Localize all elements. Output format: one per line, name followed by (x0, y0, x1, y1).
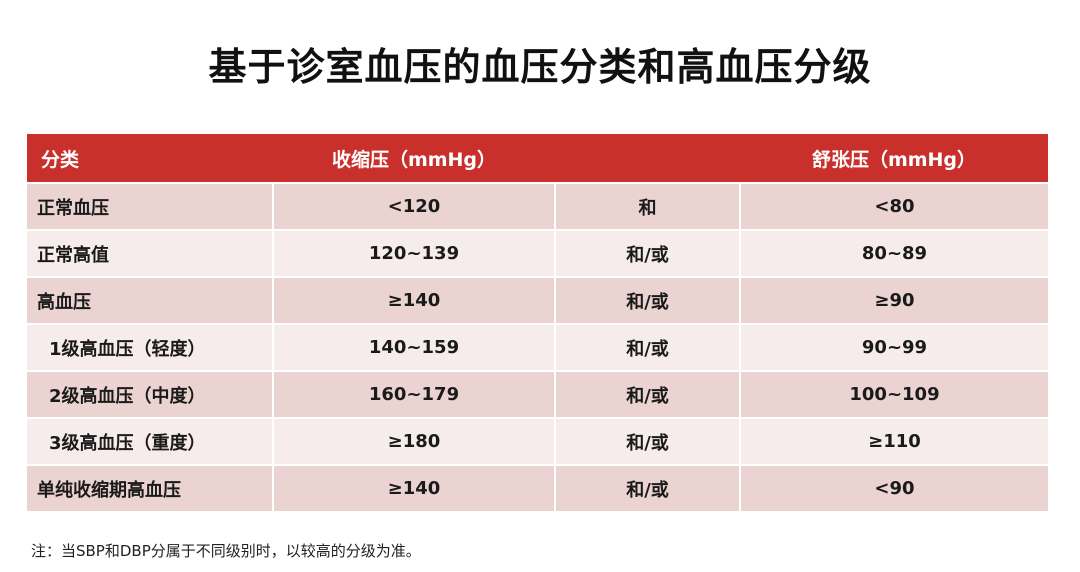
bp-classification-table: 分类 收缩压（mmHg） 舒张压（mmHg） 正常血压 <120 和 <80 正… (27, 134, 1048, 511)
header-row: 分类 收缩压（mmHg） 舒张压（mmHg） (27, 134, 1048, 183)
row-systolic: ≥140 (273, 464, 556, 511)
row-connector: 和/或 (555, 370, 741, 418)
header-connector (555, 134, 740, 183)
row-diastolic: ≥90 (740, 276, 1048, 324)
row-category: 2级高血压（中度） (27, 370, 274, 418)
table-row: 3级高血压（重度） ≥180 和/或 ≥110 (27, 417, 1048, 465)
table-body: 正常血压 <120 和 <80 正常高值 120~139 和/或 80~89 高… (27, 182, 1048, 511)
row-diastolic: <90 (740, 464, 1048, 511)
row-diastolic: 100~109 (740, 370, 1048, 418)
table-row: 单纯收缩期高血压 ≥140 和/或 <90 (27, 464, 1048, 511)
row-systolic: ≥140 (273, 276, 556, 324)
table-header: 分类 收缩压（mmHg） 舒张压（mmHg） (27, 134, 1048, 183)
row-category: 正常高值 (27, 229, 274, 277)
header-category: 分类 (27, 134, 273, 183)
row-category: 正常血压 (27, 182, 274, 230)
table-row: 正常高值 120~139 和/或 80~89 (27, 229, 1048, 277)
page-title: 基于诊室血压的血压分类和高血压分级 (208, 45, 872, 89)
table-row: 2级高血压（中度） 160~179 和/或 100~109 (27, 370, 1048, 418)
row-systolic: ≥180 (273, 417, 556, 465)
row-connector: 和/或 (555, 464, 741, 511)
row-connector: 和/或 (555, 276, 741, 324)
table-row: 正常血压 <120 和 <80 (27, 182, 1048, 230)
row-category: 3级高血压（重度） (27, 417, 274, 465)
row-connector: 和/或 (555, 323, 741, 371)
row-diastolic: 90~99 (740, 323, 1048, 371)
row-category: 单纯收缩期高血压 (27, 464, 274, 511)
row-diastolic: <80 (740, 182, 1048, 230)
row-diastolic: 80~89 (740, 229, 1048, 277)
row-systolic: <120 (273, 182, 556, 230)
row-connector: 和/或 (555, 229, 741, 277)
row-category: 1级高血压（轻度） (27, 323, 274, 371)
row-connector: 和 (555, 182, 741, 230)
table-row: 1级高血压（轻度） 140~159 和/或 90~99 (27, 323, 1048, 371)
footnote: 注：当SBP和DBP分属于不同级别时，以较高的分级为准。 (31, 542, 421, 560)
row-diastolic: ≥110 (740, 417, 1048, 465)
header-diastolic: 舒张压（mmHg） (740, 134, 1048, 183)
header-systolic: 收缩压（mmHg） (273, 134, 555, 183)
row-systolic: 160~179 (273, 370, 556, 418)
row-systolic: 120~139 (273, 229, 556, 277)
row-category: 高血压 (27, 276, 274, 324)
row-systolic: 140~159 (273, 323, 556, 371)
table-row: 高血压 ≥140 和/或 ≥90 (27, 276, 1048, 324)
row-connector: 和/或 (555, 417, 741, 465)
